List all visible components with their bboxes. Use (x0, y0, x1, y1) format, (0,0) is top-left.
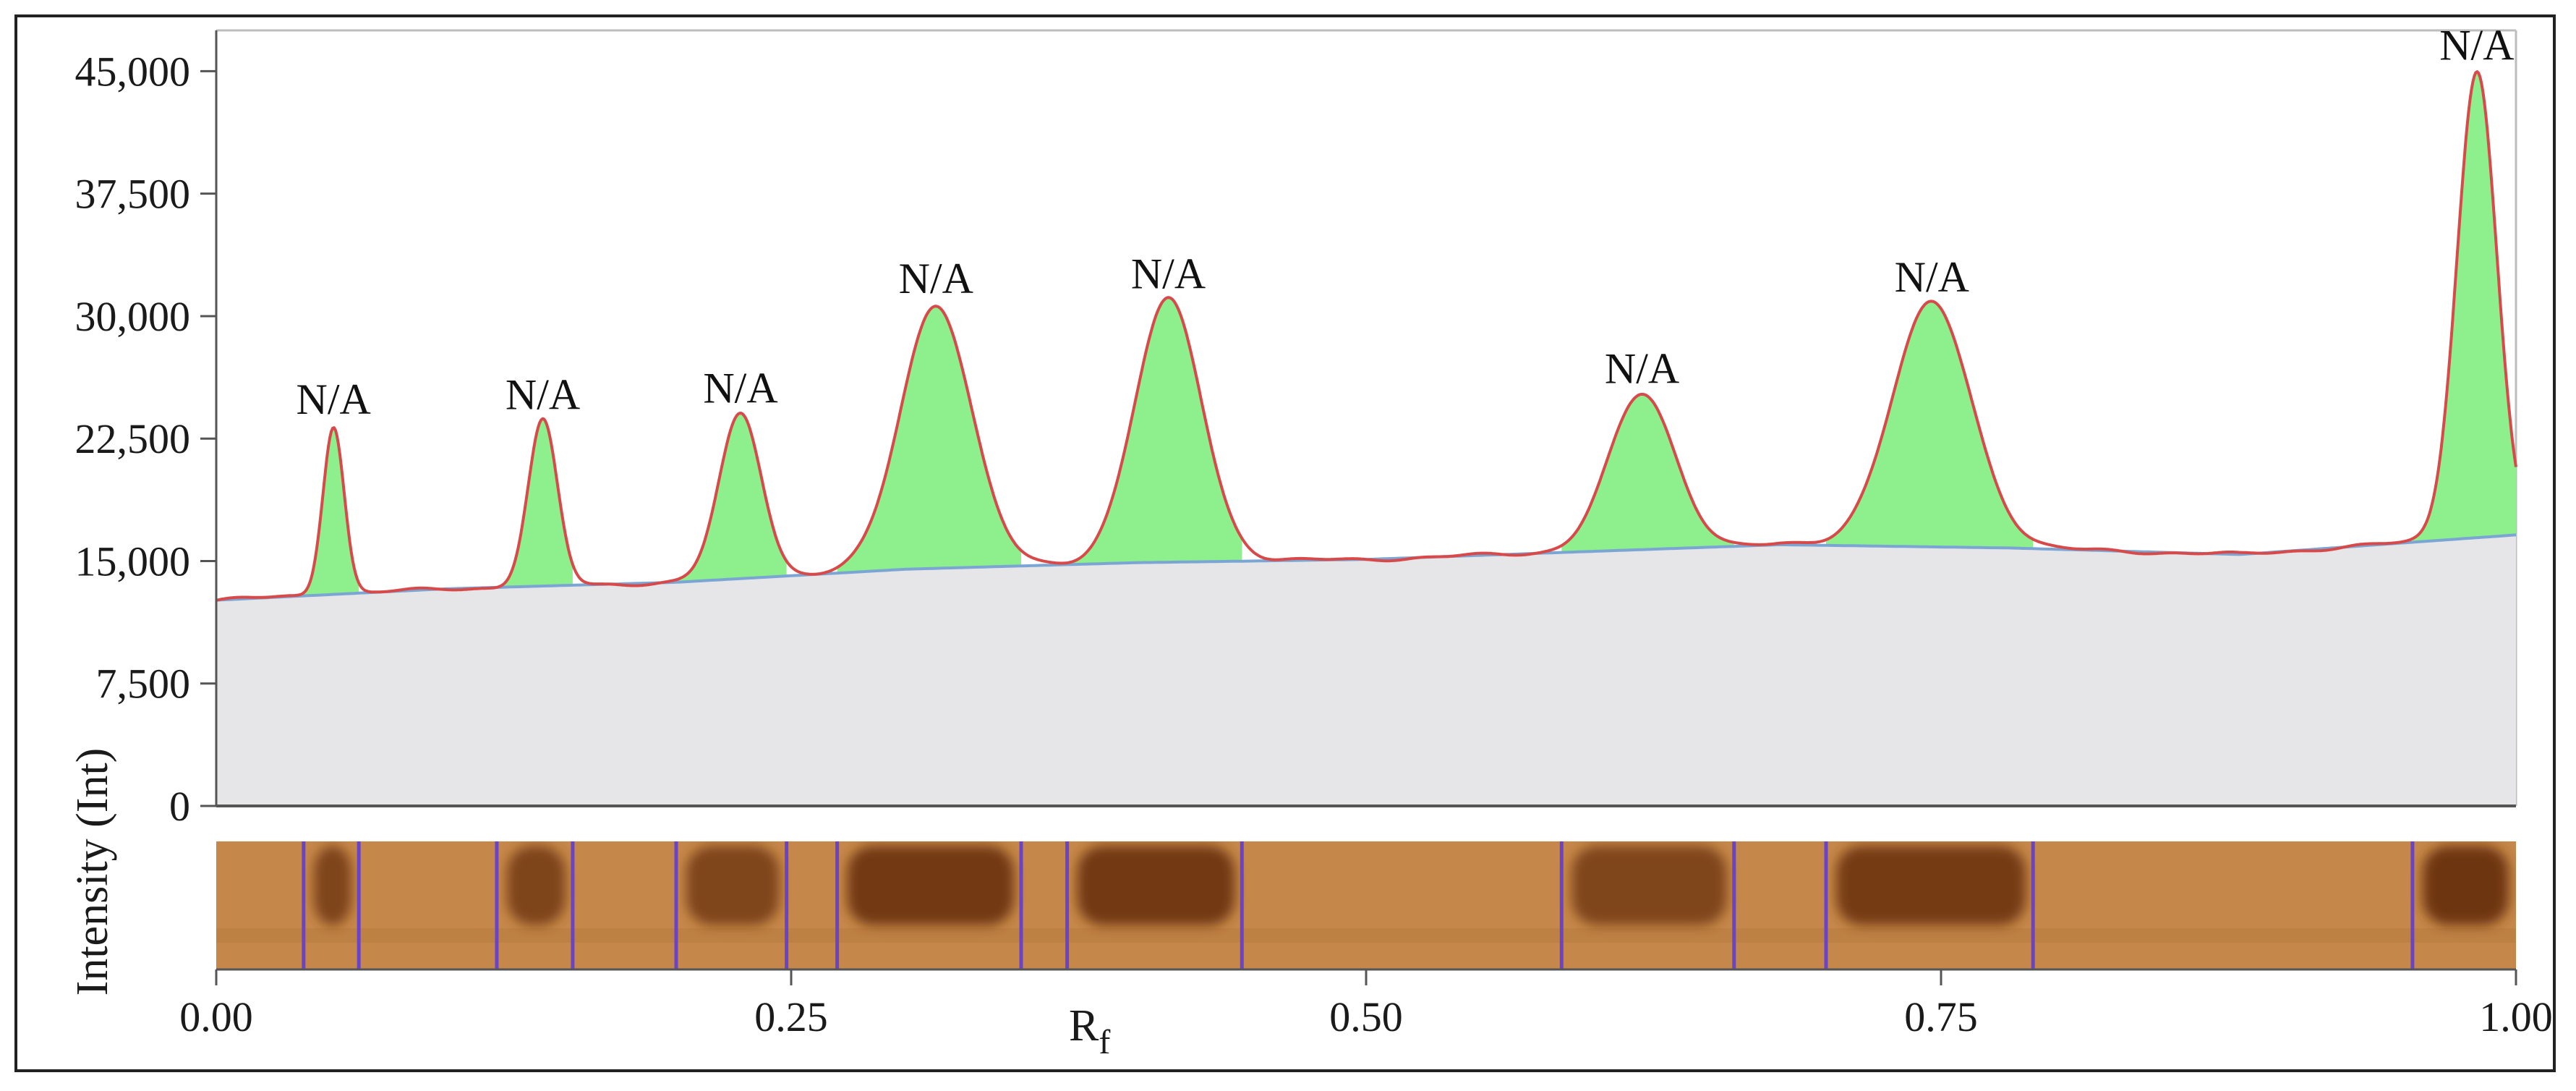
tlc-plate-image (216, 841, 2516, 969)
x-axis-title: Rf (1069, 1001, 1110, 1061)
y-tick-label-0: 0 (169, 783, 190, 830)
plate-band-6 (1571, 846, 1727, 925)
peak-area-1 (303, 428, 359, 596)
plate-band-7 (1836, 846, 2026, 925)
peak-area-8 (2412, 72, 2516, 543)
y-axis-title-text: Intensity (Int) (68, 748, 117, 996)
y-tick-label-4: 30,000 (75, 293, 191, 340)
profile-layer (216, 70, 2517, 602)
peak-area-3 (676, 413, 787, 582)
y-tick-label-6: 45,000 (75, 48, 191, 95)
y-ticks-layer: 0 7,500 15,000 22,500 30,000 37,500 45,000 (75, 48, 216, 830)
peak-label-6: N/A (1605, 344, 1679, 392)
profile-line (216, 70, 2517, 602)
y-tick-label-1: 7,500 (96, 661, 191, 708)
peak-area-4 (837, 306, 1021, 574)
background-area-layer (216, 535, 2516, 806)
peak-label-5: N/A (1131, 250, 1206, 297)
x-tick-label-3: 0.75 (1904, 993, 1978, 1040)
plate-band-5 (1077, 846, 1235, 925)
peak-label-1: N/A (297, 375, 371, 423)
background-area (216, 535, 2516, 806)
y-tick-label-3: 22,500 (75, 415, 191, 462)
peak-area-5 (1067, 297, 1242, 565)
peak-label-4: N/A (899, 255, 973, 302)
plate-band-2 (507, 846, 566, 925)
peak-fill-layer (303, 72, 2516, 596)
peak-label-2: N/A (506, 370, 580, 418)
plate-solvent-line (216, 928, 2516, 943)
plate-background (216, 841, 2516, 969)
x-axis-title-subscript: f (1099, 1023, 1110, 1061)
x-tick-label-2: 0.50 (1329, 993, 1403, 1040)
peak-area-6 (1561, 394, 1734, 553)
x-tick-label-0: 0.00 (179, 993, 253, 1040)
x-tick-label-4: 1.00 (2479, 993, 2553, 1040)
peak-label-7: N/A (1895, 253, 1969, 301)
x-tick-label-1: 0.25 (754, 993, 828, 1040)
x-axis-title-main: R (1069, 1001, 1099, 1050)
y-tick-label-5: 37,500 (75, 171, 191, 218)
y-tick-label-2: 15,000 (75, 538, 191, 585)
peak-area-7 (1826, 301, 2034, 549)
plate-band-8 (2422, 846, 2509, 925)
y-axis-title: Intensity (Int) (68, 748, 117, 996)
plate-band-3 (686, 846, 780, 925)
peak-label-3: N/A (703, 364, 777, 412)
plate-band-1 (313, 846, 352, 925)
plate-band-4 (847, 846, 1014, 925)
peak-label-8: N/A (2439, 21, 2514, 69)
peak-labels-layer: N/A N/A N/A N/A N/A N/A N/A N/A (297, 21, 2515, 423)
x-ticks-layer: 0.00 0.25 0.50 0.75 1.00 (179, 969, 2553, 1040)
